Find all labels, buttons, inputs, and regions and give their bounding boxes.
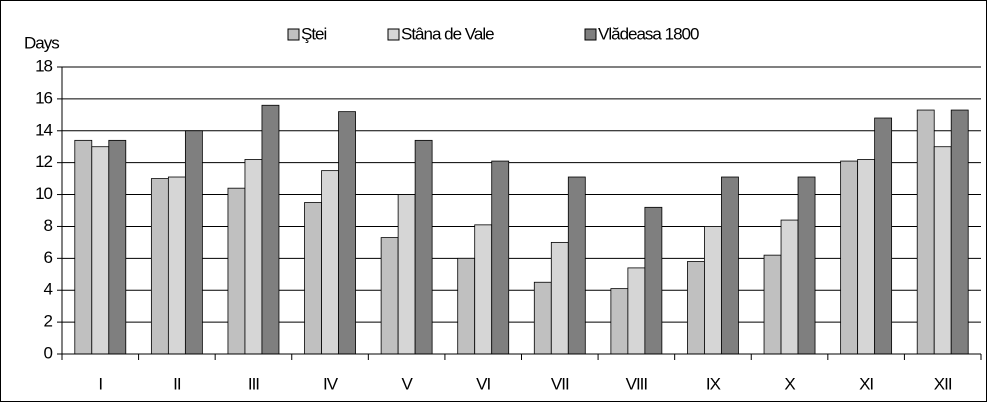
- legend-label: Vlădeasa 1800: [598, 24, 699, 43]
- x-tick-label: IV: [323, 374, 339, 393]
- y-tick-label: 10: [35, 184, 52, 203]
- bar: [763, 254, 782, 355]
- bar: [627, 267, 646, 355]
- bar: [857, 159, 876, 355]
- x-tick-label: X: [784, 374, 795, 393]
- bar: [184, 130, 203, 355]
- x-tick-label: VI: [476, 374, 490, 393]
- bar: [304, 202, 322, 355]
- y-tick-label: 2: [44, 312, 53, 331]
- bar: [321, 170, 339, 355]
- x-tick-label: I: [98, 374, 102, 393]
- bar: [338, 111, 356, 355]
- x-tick-label: XI: [859, 374, 873, 393]
- bar: [780, 219, 799, 355]
- bar: [644, 206, 663, 355]
- x-tick-label: VIII: [626, 374, 648, 393]
- bar: [687, 261, 705, 355]
- y-tick-label: 8: [44, 216, 53, 235]
- y-tick-label: 18: [35, 56, 52, 75]
- y-tick-label: 0: [44, 343, 53, 362]
- bar: [397, 194, 416, 355]
- bar: [457, 257, 476, 355]
- legend-label: Stâna de Vale: [401, 24, 494, 43]
- bar: [380, 237, 399, 355]
- bar: [721, 176, 739, 355]
- y-tick-label: 4: [44, 280, 53, 299]
- y-axis-label: Days: [24, 33, 59, 52]
- bar: [874, 117, 893, 355]
- legend-label: Ştei: [301, 24, 327, 43]
- bar: [840, 160, 859, 355]
- bar: [933, 146, 952, 355]
- legend-swatch: [387, 28, 400, 41]
- x-tick-label: V: [401, 374, 413, 393]
- bar: [610, 288, 629, 355]
- bar: [244, 159, 263, 355]
- legend-swatch: [287, 28, 300, 41]
- x-tick-label: IX: [706, 374, 721, 393]
- y-tick-label: 14: [35, 120, 52, 139]
- bar: [916, 109, 935, 355]
- bar: [950, 109, 969, 355]
- bar: [414, 139, 433, 355]
- bar: [533, 281, 552, 355]
- bar: [91, 146, 110, 355]
- bar: [227, 187, 246, 355]
- y-tick-label: 6: [44, 248, 53, 267]
- bar: [474, 224, 493, 355]
- bar: [108, 139, 127, 355]
- bar: [167, 176, 186, 355]
- bar: [704, 226, 722, 355]
- bar: [491, 160, 510, 355]
- y-tick-label: 16: [35, 88, 52, 107]
- bar: [567, 176, 586, 355]
- bar: [797, 176, 816, 355]
- bar: [74, 139, 93, 355]
- bar: [261, 104, 280, 355]
- x-tick-label: II: [173, 374, 181, 393]
- bar: [550, 241, 569, 355]
- y-tick-label: 12: [35, 152, 52, 171]
- x-tick-label: VII: [551, 374, 569, 393]
- x-tick-label: III: [248, 374, 259, 393]
- legend-swatch: [584, 28, 597, 41]
- bar: [150, 178, 169, 355]
- x-tick-label: XII: [934, 374, 952, 393]
